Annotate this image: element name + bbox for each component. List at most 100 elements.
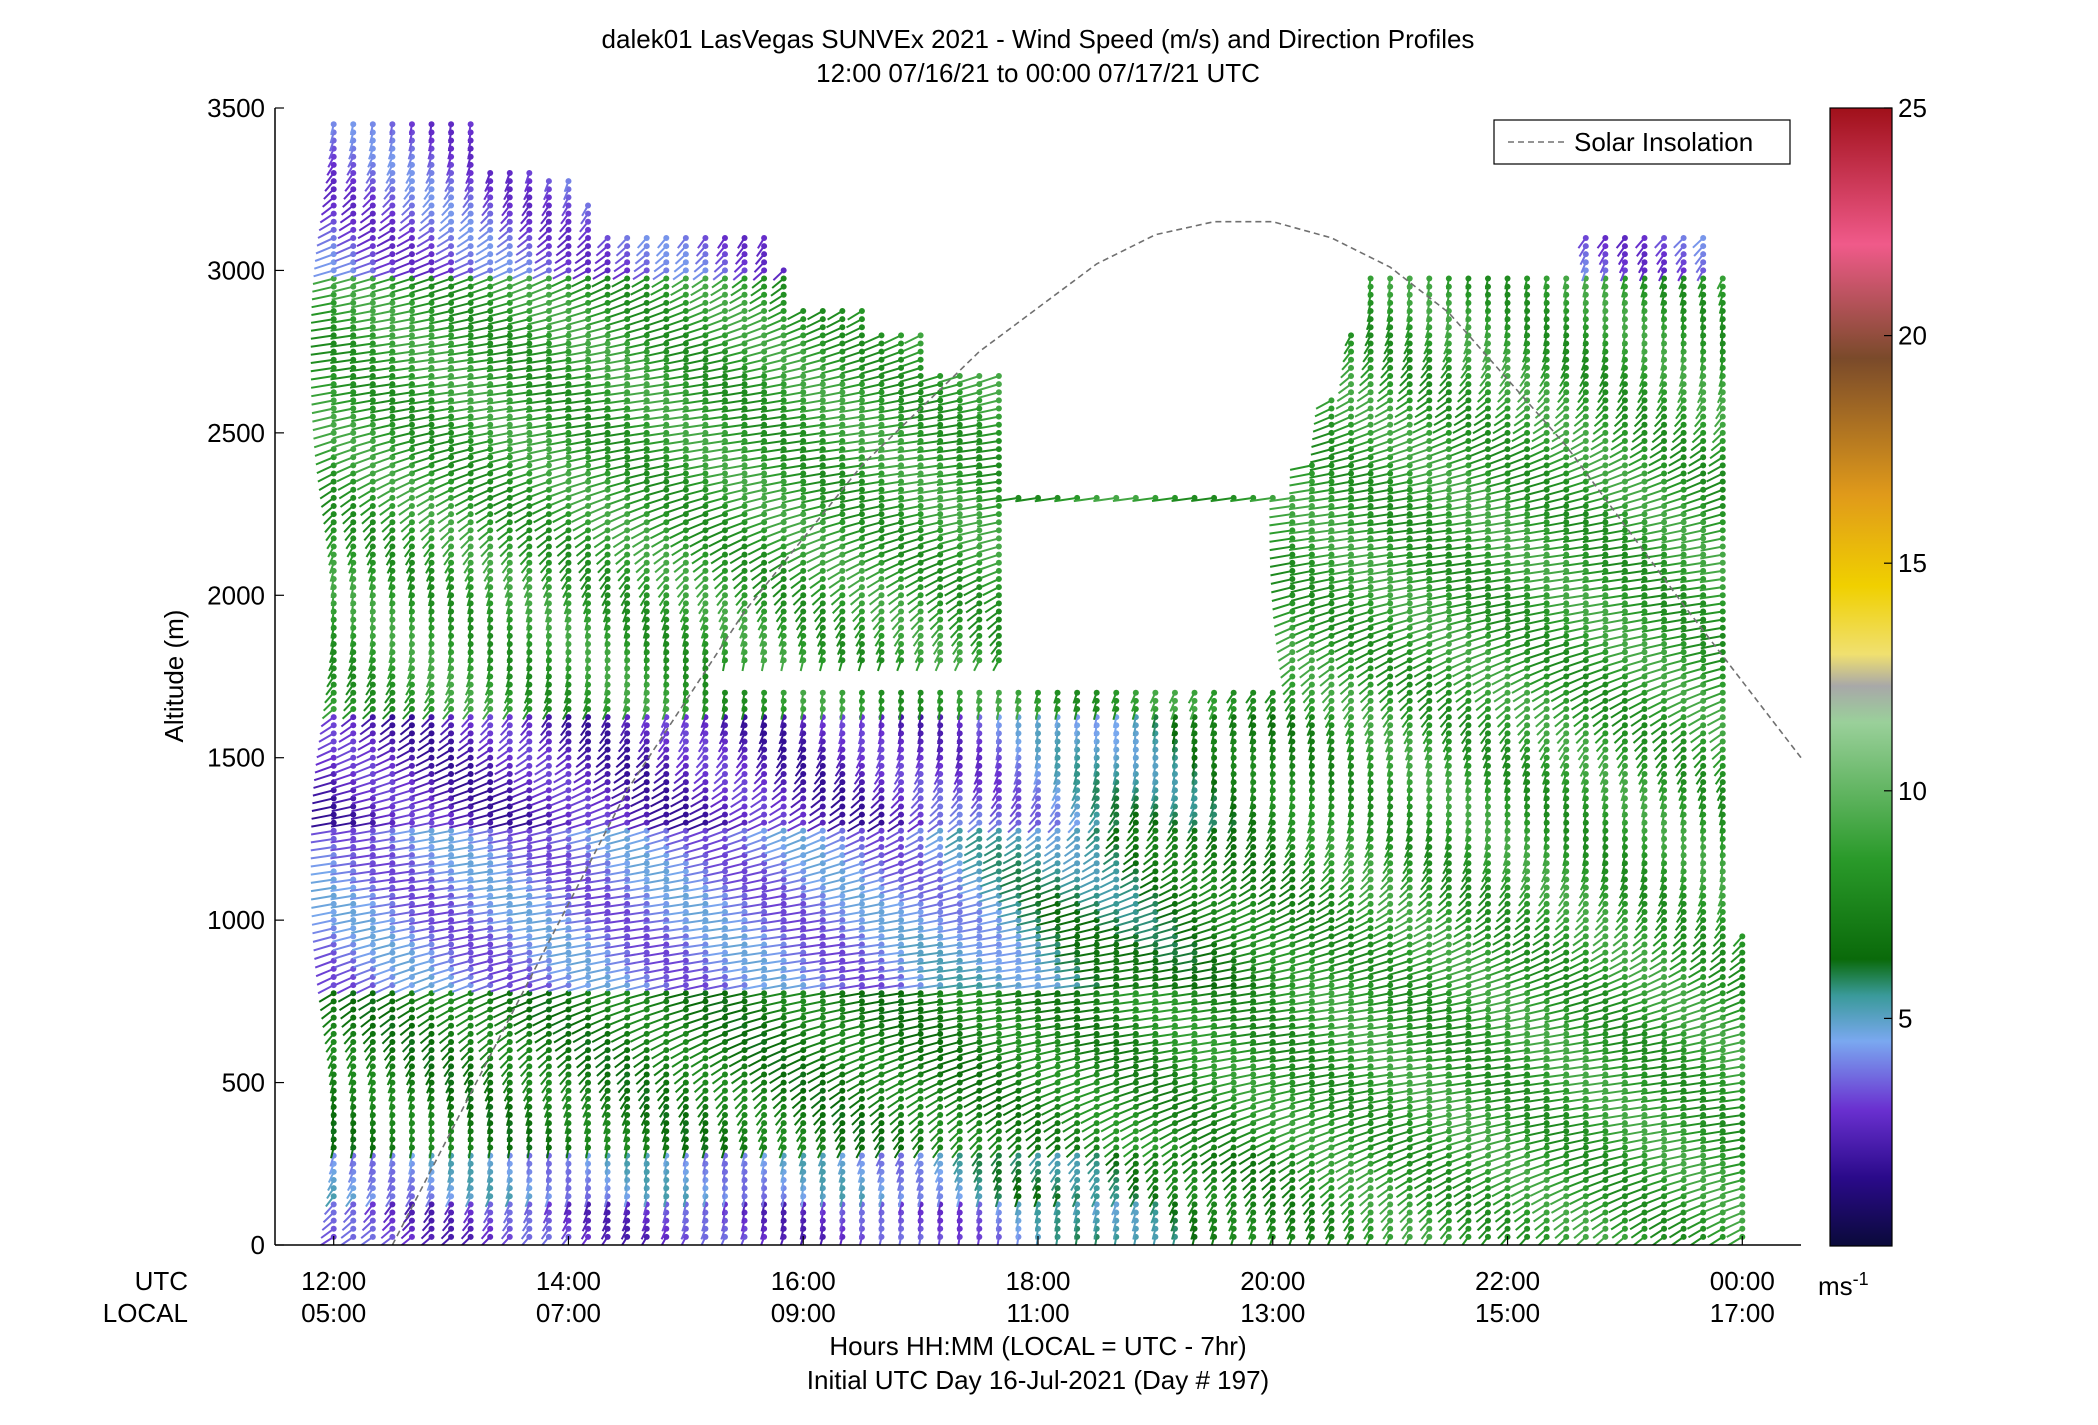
wind-barb-point — [448, 275, 455, 282]
wind-barb-point — [350, 909, 357, 916]
wind-barb-point — [585, 470, 592, 477]
wind-barb-point — [545, 844, 552, 851]
wind-barb-point — [565, 535, 572, 542]
wind-barb-point — [389, 998, 396, 1005]
wind-barb-point — [448, 1030, 455, 1037]
wind-barb-point — [448, 746, 455, 753]
wind-barb-point — [408, 1014, 415, 1021]
wind-barb-point — [585, 437, 592, 444]
wind-barb-point — [624, 795, 631, 802]
wind-barb-point — [369, 860, 376, 867]
wind-barb-point — [350, 283, 357, 290]
wind-barb-point — [585, 746, 592, 753]
wind-barb-point — [506, 202, 513, 209]
wind-barb-point — [663, 576, 670, 583]
wind-barb-point — [506, 746, 513, 753]
wind-barb-point — [330, 892, 337, 899]
wind-barb-point — [330, 275, 337, 282]
wind-barb-shaft — [310, 366, 334, 373]
wind-barb-point — [330, 356, 337, 363]
wind-barb-point — [467, 1217, 474, 1224]
wind-barb-point — [467, 1063, 474, 1070]
wind-barb-point — [369, 770, 376, 777]
wind-barb-point — [428, 827, 435, 834]
wind-barb-point — [487, 202, 494, 209]
wind-barb-point — [526, 446, 533, 453]
wind-barb-point — [526, 1233, 533, 1240]
wind-barb-point — [585, 462, 592, 469]
wind-barb-point — [428, 1217, 435, 1224]
wind-barb-point — [467, 844, 474, 851]
wind-barb-point — [330, 746, 337, 753]
wind-barb-point — [545, 795, 552, 802]
wind-barb-point — [467, 527, 474, 534]
wind-barb-point — [506, 722, 513, 729]
wind-barb-point — [428, 316, 435, 323]
wind-barb-point — [643, 1038, 650, 1045]
wind-barb-point — [467, 705, 474, 712]
wind-barb-point — [643, 470, 650, 477]
wind-barb-point — [448, 218, 455, 225]
wind-barb-point — [545, 519, 552, 526]
wind-barb-point — [487, 770, 494, 777]
wind-barb-point — [487, 1038, 494, 1045]
wind-barb-point — [663, 973, 670, 980]
wind-barb-point — [448, 1022, 455, 1029]
wind-barb-shaft — [330, 854, 354, 860]
wind-barb-point — [624, 1030, 631, 1037]
wind-barb-point — [350, 738, 357, 745]
wind-barb-point — [369, 316, 376, 323]
wind-barb-point — [428, 543, 435, 550]
wind-barb-point — [506, 1022, 513, 1029]
wind-barb-point — [448, 705, 455, 712]
wind-barb-point — [604, 779, 611, 786]
wind-barb-point — [585, 787, 592, 794]
wind-barb-point — [467, 218, 474, 225]
wind-barb-point — [545, 1030, 552, 1037]
wind-barb-point — [565, 437, 572, 444]
wind-barb-point — [369, 234, 376, 241]
wind-barb-point — [487, 787, 494, 794]
wind-barb-shaft — [351, 935, 374, 943]
wind-barb-point — [350, 332, 357, 339]
wind-barb-point — [350, 1047, 357, 1054]
wind-barb-point — [350, 868, 357, 875]
wind-barb-point — [369, 1225, 376, 1232]
wind-barb-point — [389, 234, 396, 241]
wind-barb-point — [467, 754, 474, 761]
wind-barb-point — [643, 243, 650, 250]
wind-barb-point — [350, 1233, 357, 1240]
wind-barb-point — [643, 803, 650, 810]
wind-barb-point — [448, 511, 455, 518]
wind-barb-point — [369, 876, 376, 883]
wind-barb-point — [643, 559, 650, 566]
wind-barb-shaft — [310, 342, 334, 348]
wind-barb-point — [604, 1103, 611, 1110]
wind-barb-point — [682, 762, 689, 769]
wind-barb-point — [369, 1209, 376, 1216]
wind-barb-point — [487, 835, 494, 842]
wind-barb-point — [506, 576, 513, 583]
wind-barb-point — [487, 730, 494, 737]
wind-barb-point — [545, 502, 552, 509]
wind-barb-point — [526, 762, 533, 769]
wind-barb-point — [526, 454, 533, 461]
wind-barb-point — [448, 421, 455, 428]
wind-barb-point — [350, 178, 357, 185]
wind-barb-point — [389, 917, 396, 924]
wind-barb-point — [428, 941, 435, 948]
wind-barb-point — [565, 1022, 572, 1029]
wind-barb-point — [624, 592, 631, 599]
wind-barb-point — [643, 1095, 650, 1102]
wind-barb-point — [526, 202, 533, 209]
wind-barb-point — [448, 267, 455, 274]
wind-barb-point — [467, 243, 474, 250]
wind-barb-point — [643, 811, 650, 818]
wind-barb-point — [350, 259, 357, 266]
wind-barb-point — [545, 738, 552, 745]
wind-barb-point — [330, 210, 337, 217]
wind-barb-point — [408, 933, 415, 940]
wind-barb-shaft — [314, 764, 335, 774]
wind-barb-point — [565, 957, 572, 964]
wind-barb-point — [526, 844, 533, 851]
